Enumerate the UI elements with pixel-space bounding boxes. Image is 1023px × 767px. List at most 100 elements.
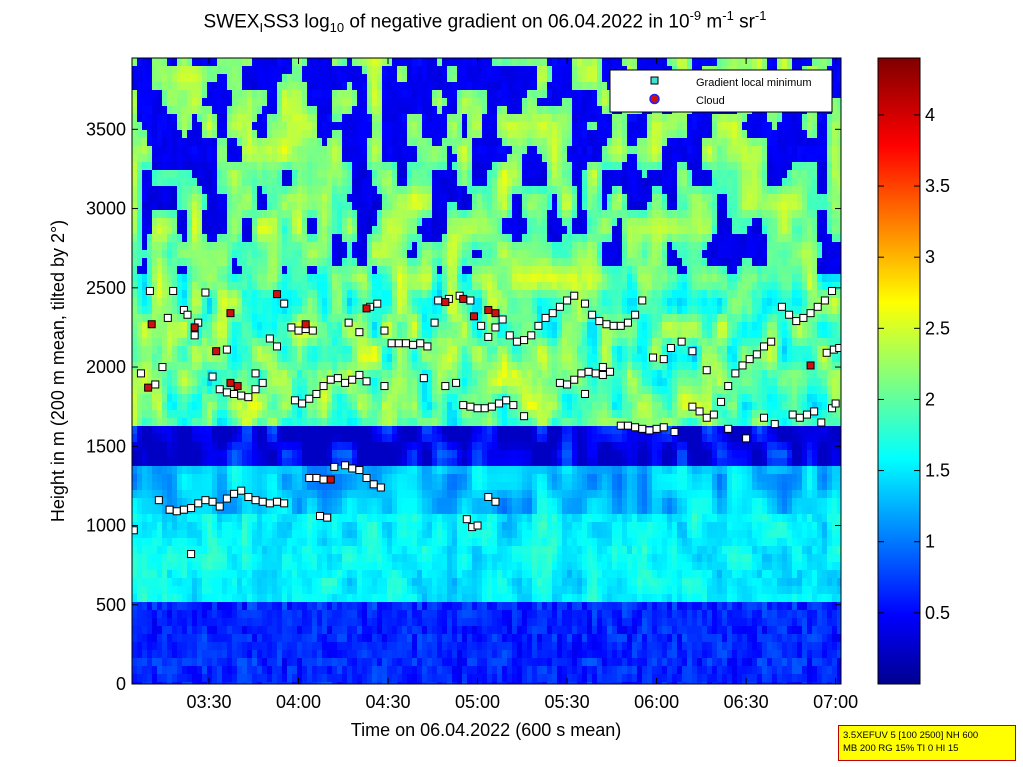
heatmap-cell <box>352 186 358 195</box>
heatmap-cell <box>322 538 328 547</box>
heatmap-cell <box>172 346 178 355</box>
heatmap-cell <box>247 154 253 163</box>
heatmap-cell <box>317 146 323 155</box>
heatmap-cell <box>202 154 208 163</box>
heatmap-cell <box>187 298 193 307</box>
heatmap-cell <box>417 258 423 267</box>
heatmap-cell <box>337 658 343 667</box>
heatmap-cell <box>432 226 438 235</box>
heatmap-cell <box>212 554 218 563</box>
heatmap-cell <box>442 186 448 195</box>
heatmap-cell <box>247 554 253 563</box>
heatmap-cell <box>327 154 333 163</box>
heatmap-cell <box>317 306 323 315</box>
heatmap-cell <box>142 178 148 187</box>
heatmap-cell <box>362 394 368 403</box>
heatmap-cell <box>352 322 358 331</box>
heatmap-cell <box>257 386 263 395</box>
heatmap-cell <box>377 162 383 171</box>
heatmap-cell <box>337 610 343 619</box>
heatmap-cell <box>422 282 428 291</box>
heatmap-cell <box>222 538 228 547</box>
heatmap-cell <box>357 474 363 483</box>
heatmap-cell <box>142 282 148 291</box>
heatmap-cell <box>152 170 158 179</box>
heatmap-cell <box>307 106 313 115</box>
heatmap-cell <box>407 58 413 67</box>
heatmap-cell <box>382 266 388 275</box>
heatmap-cell <box>237 610 243 619</box>
heatmap-cell <box>157 226 163 235</box>
heatmap-cell <box>207 666 213 675</box>
heatmap-cell <box>392 506 398 515</box>
heatmap-cell <box>302 250 308 259</box>
heatmap-cell <box>367 594 373 603</box>
heatmap-cell <box>232 570 238 579</box>
heatmap-cell <box>147 274 153 283</box>
heatmap-cell <box>137 442 143 451</box>
heatmap-cell <box>212 618 218 627</box>
heatmap-cell <box>377 538 383 547</box>
heatmap-cell <box>257 306 263 315</box>
heatmap-cell <box>207 586 213 595</box>
heatmap-cell <box>242 666 248 675</box>
heatmap-cell <box>317 170 323 179</box>
heatmap-cell <box>257 218 263 227</box>
heatmap-cell <box>342 394 348 403</box>
heatmap-cell <box>187 74 193 83</box>
heatmap-cell <box>182 234 188 243</box>
heatmap-cell <box>312 106 318 115</box>
heatmap-cell <box>157 594 163 603</box>
heatmap-cell <box>182 194 188 203</box>
heatmap-cell <box>217 210 223 219</box>
heatmap-cell <box>347 442 353 451</box>
heatmap-cell <box>232 626 238 635</box>
heatmap-cell <box>322 298 328 307</box>
heatmap-cell <box>252 82 258 91</box>
heatmap-cell <box>132 498 138 507</box>
heatmap-cell <box>302 346 308 355</box>
heatmap-cell <box>277 610 283 619</box>
heatmap-cell <box>202 610 208 619</box>
heatmap-cell <box>322 482 328 491</box>
heatmap-cell <box>322 642 328 651</box>
heatmap-cell <box>167 66 173 75</box>
heatmap-cell <box>317 546 323 555</box>
heatmap-cell <box>342 266 348 275</box>
heatmap-cell <box>287 154 293 163</box>
heatmap-cell <box>397 82 403 91</box>
heatmap-cell <box>137 178 143 187</box>
heatmap-cell <box>257 450 263 459</box>
heatmap-cell <box>272 546 278 555</box>
heatmap-cell <box>327 538 333 547</box>
heatmap-cell <box>132 266 138 275</box>
heatmap-cell <box>137 106 143 115</box>
heatmap-cell <box>292 666 298 675</box>
heatmap-cell <box>272 594 278 603</box>
heatmap-cell <box>407 218 413 227</box>
heatmap-cell <box>317 642 323 651</box>
heatmap-cell <box>272 434 278 443</box>
heatmap-cell <box>232 306 238 315</box>
heatmap-cell <box>267 330 273 339</box>
heatmap-cell <box>172 450 178 459</box>
heatmap-cell <box>327 626 333 635</box>
heatmap-cell <box>282 466 288 475</box>
heatmap-cell <box>277 210 283 219</box>
heatmap-cell <box>312 506 318 515</box>
heatmap-cell <box>197 578 203 587</box>
heatmap-cell <box>317 98 323 107</box>
heatmap-cell <box>252 594 258 603</box>
heatmap-cell <box>337 290 343 299</box>
heatmap-cell <box>342 586 348 595</box>
heatmap-cell <box>162 674 168 683</box>
heatmap-cell <box>267 474 273 483</box>
heatmap-cell <box>297 346 303 355</box>
heatmap-cell <box>282 474 288 483</box>
heatmap-cell <box>292 66 298 75</box>
heatmap-cell <box>422 378 428 387</box>
heatmap-cell <box>412 474 418 483</box>
heatmap-cell <box>272 394 278 403</box>
heatmap-cell <box>312 90 318 99</box>
heatmap-cell <box>302 658 308 667</box>
